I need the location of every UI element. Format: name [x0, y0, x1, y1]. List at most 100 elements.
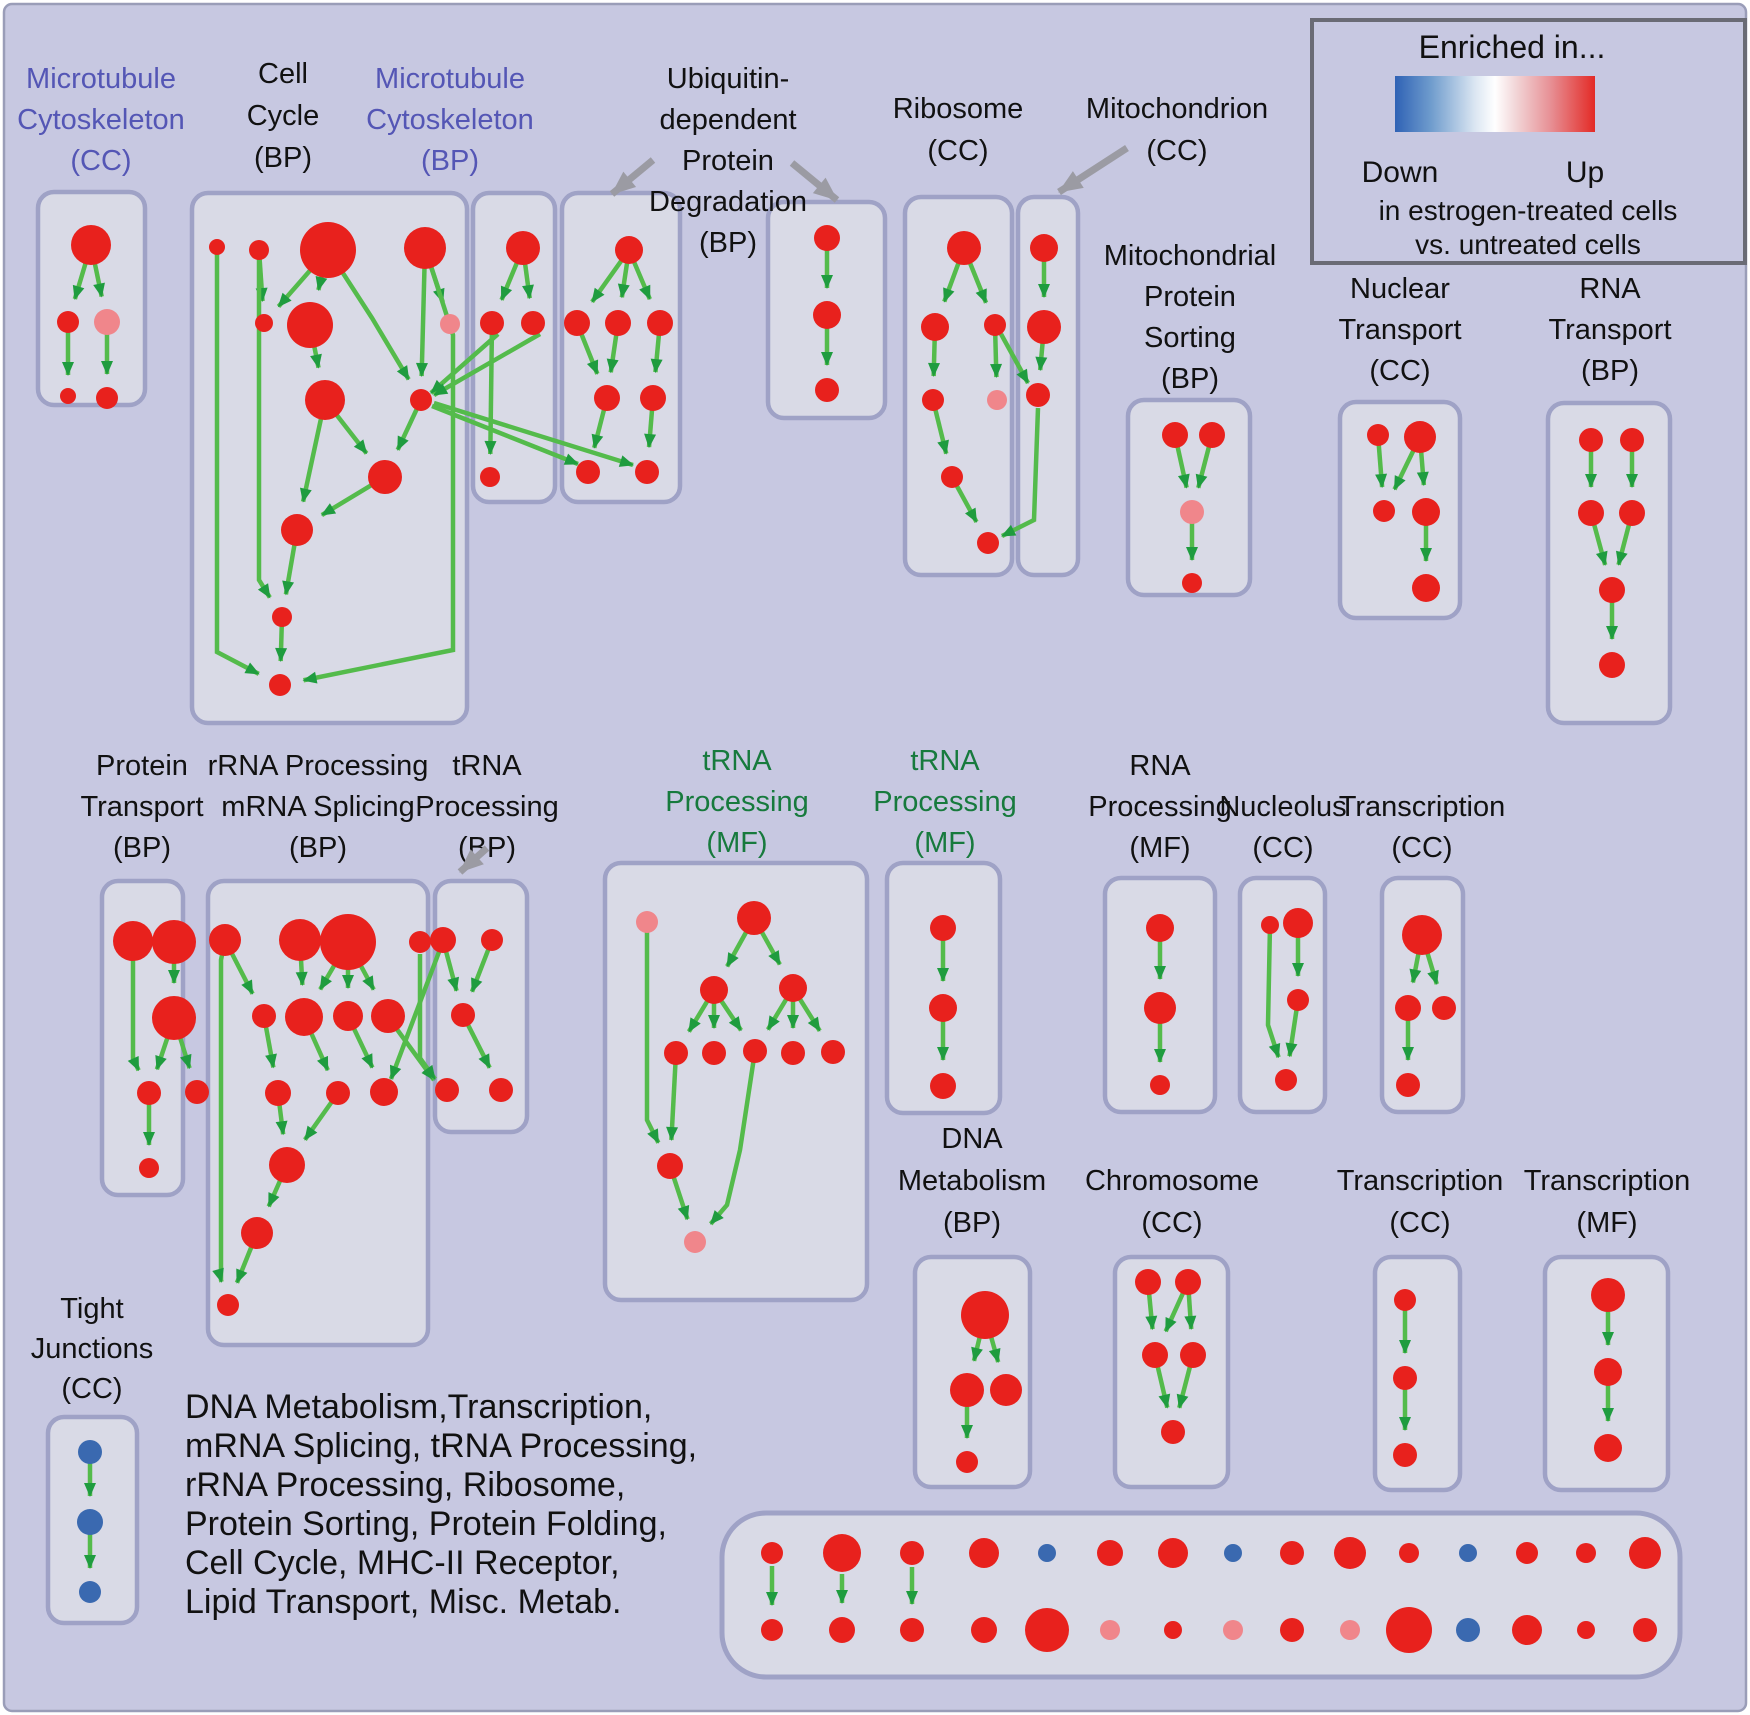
trna-processing-bp-node-4 [489, 1078, 513, 1102]
trna-processing-mf-large-edge-6-10 [708, 1050, 758, 1226]
chromosome-cc-node-2 [1142, 1342, 1168, 1368]
ubiquitin-degradation-box-1-node-7 [635, 460, 659, 484]
protein-transport-bp-node-5 [139, 1158, 159, 1178]
ribosome-cc-node-3 [922, 389, 944, 411]
transcription-cc-middle-node-0 [1402, 915, 1442, 955]
cell-cycle-bp-node-12 [269, 674, 291, 696]
trna-processing-mf-small-node-0 [930, 915, 956, 941]
nucleolus-cc-label: Nucleolus (CC) [1219, 791, 1346, 864]
microtubule-cytoskeleton-cc-label: Microtubule Cytoskeleton (CC) [17, 63, 185, 177]
strip-node-bottom-11 [1456, 1618, 1480, 1642]
rrna-processing-mrna-splicing-bp-node-6 [333, 1001, 363, 1031]
trna-processing-mf-large-node-7 [781, 1041, 805, 1065]
label-pointer-arrow-3 [457, 845, 490, 875]
strip-node-bottom-5 [1100, 1620, 1120, 1640]
rrna-processing-mrna-splicing-bp-node-4 [252, 1004, 276, 1028]
chromosome-cc-box [1112, 1254, 1231, 1490]
trna-processing-mf-large-label: tRNA Processing (MF) [665, 745, 808, 859]
ribosome-cc-node-2 [984, 314, 1006, 336]
cell-cycle-bp-edge-3-12 [302, 247, 456, 684]
rrna-processing-mrna-splicing-bp-node-3 [409, 931, 431, 953]
strip-node-top-9 [1334, 1537, 1366, 1569]
strip-node-bottom-6 [1164, 1621, 1182, 1639]
ribosome-cc-label: Ribosome (CC) [893, 93, 1024, 167]
trna-processing-mf-large-node-8 [821, 1040, 845, 1064]
ribosome-cc-node-5 [941, 466, 963, 488]
protein-transport-bp-node-4 [185, 1080, 209, 1104]
trna-processing-mf-large-node-4 [664, 1041, 688, 1065]
chromosome-cc-node-4 [1161, 1420, 1185, 1444]
nuclear-transport-cc-label: Nuclear Transport (CC) [1338, 273, 1461, 387]
microtubule-cytoskeleton-cc-node-4 [96, 387, 118, 409]
cell-cycle-bp-edge-0-12 [214, 247, 260, 676]
dna-metabolism-bp-node-0 [961, 1291, 1009, 1339]
cross-edge-8 [417, 954, 437, 1081]
trna-processing-mf-large-edge-0-9 [644, 922, 661, 1144]
trna-processing-mf-small-node-1 [929, 994, 957, 1022]
strip-node-top-5 [1097, 1540, 1123, 1566]
trna-processing-mf-small-node-2 [930, 1073, 956, 1099]
transcription-cc-bottom-node-2 [1393, 1443, 1417, 1467]
legend-title: Enriched in... [1419, 29, 1606, 65]
strip-node-bottom-13 [1577, 1621, 1595, 1639]
legend-gradient-bar [1395, 76, 1595, 132]
trna-processing-bp-node-3 [435, 1078, 459, 1102]
chromosome-cc-label: Chromosome (CC) [1085, 1165, 1259, 1239]
strip-node-top-3 [969, 1538, 999, 1568]
microtubule-cytoskeleton-bp-edge-1-3 [484, 322, 497, 456]
cross-edge-1 [432, 332, 542, 397]
cell-cycle-bp-node-11 [272, 607, 292, 627]
ubiquitin-degradation-box-1-node-1 [564, 310, 590, 336]
nucleolus-cc-node-2 [1287, 989, 1309, 1011]
ubiquitin-degradation-box-1-node-3 [647, 310, 673, 336]
cell-cycle-bp-node-1 [249, 240, 269, 260]
label-pointer-arrow-1 [789, 160, 840, 203]
tight-junctions-cc-node-0 [78, 1440, 102, 1464]
dna-metabolism-bp-label: DNA Metabolism (BP) [898, 1123, 1046, 1239]
cell-cycle-bp-node-10 [281, 514, 313, 546]
rna-transport-bp-node-2 [1578, 500, 1604, 526]
summary-strip-box [719, 1510, 1683, 1680]
transcription-mf-label: Transcription (MF) [1524, 1165, 1691, 1239]
chromosome-cc-node-0 [1135, 1269, 1161, 1295]
strip-node-bottom-10 [1386, 1607, 1432, 1653]
trna-processing-mf-large-node-1 [737, 901, 771, 935]
cell-cycle-bp-edge-3-8 [415, 247, 428, 378]
cell-cycle-bp-node-5 [287, 302, 333, 348]
mitochondrial-protein-sorting-bp-node-0 [1162, 422, 1188, 448]
strip-node-bottom-0 [761, 1619, 783, 1641]
ribosome-cc-node-4 [987, 390, 1007, 410]
strip-node-top-4 [1038, 1544, 1056, 1562]
trna-processing-mf-large-node-9 [657, 1153, 683, 1179]
cell-cycle-bp-node-8 [410, 389, 432, 411]
legend-box [1310, 18, 1747, 265]
dna-metabolism-bp-node-1 [950, 1373, 984, 1407]
strip-node-top-0 [761, 1542, 783, 1564]
strip-node-top-8 [1280, 1541, 1304, 1565]
cell-cycle-bp-label: Cell Cycle (BP) [247, 58, 320, 174]
rna-transport-bp-node-0 [1579, 428, 1603, 452]
trna-processing-mf-large-edge-4-9 [666, 1052, 679, 1142]
microtubule-cytoskeleton-bp-node-0 [506, 231, 540, 265]
cross-edge-5 [1000, 407, 1041, 539]
microtubule-cytoskeleton-cc-node-2 [94, 309, 120, 335]
strip-node-bottom-3 [971, 1617, 997, 1643]
ribosome-cc-node-6 [977, 532, 999, 554]
rrna-processing-mrna-splicing-bp-node-2 [320, 914, 376, 970]
rna-transport-bp-node-3 [1619, 500, 1645, 526]
rrna-processing-mrna-splicing-bp-node-1 [279, 919, 321, 961]
rrna-processing-mrna-splicing-bp-node-0 [209, 924, 241, 956]
cross-edge-2 [431, 403, 579, 467]
strip-node-top-11 [1459, 1544, 1477, 1562]
strip-node-top-13 [1576, 1543, 1596, 1563]
nucleolus-cc-node-3 [1275, 1069, 1297, 1091]
rrna-processing-mrna-splicing-bp-node-13 [217, 1294, 239, 1316]
strip-node-top-6 [1158, 1538, 1188, 1568]
mitochondrial-protein-sorting-bp-node-2 [1180, 500, 1204, 524]
legend-subtitle-2: vs. untreated cells [1415, 229, 1641, 260]
rna-transport-bp-label: RNA Transport (BP) [1548, 273, 1671, 387]
strip-node-bottom-7 [1223, 1620, 1243, 1640]
ubiquitin-degradation-box-2-node-0 [814, 225, 840, 251]
transcription-cc-middle-node-1 [1395, 995, 1421, 1021]
